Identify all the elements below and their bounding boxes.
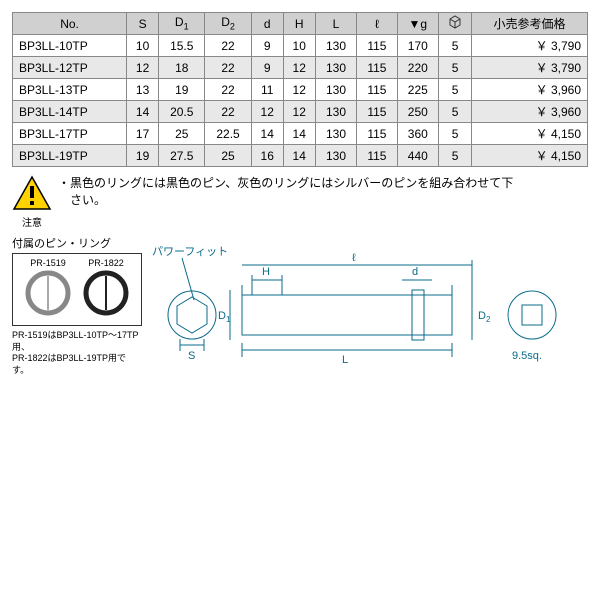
svg-text:D1: D1 [218,310,231,324]
svg-text:H: H [262,266,270,278]
svg-text:d: d [412,266,418,278]
table-row: BP3LL-13TP13192211121301152255￥ 3,960 [13,79,588,101]
table-row: BP3LL-19TP1927.52516141301154405￥ 4,150 [13,145,588,167]
warning-icon: 注意 [12,175,52,229]
table-body: BP3LL-10TP1015.5229101301151705￥ 3,790 B… [13,35,588,167]
col-s: S [127,13,159,35]
col-h: H [283,13,315,35]
col-d2: D2 [205,13,251,35]
svg-text:L: L [342,354,348,365]
table-row: BP3LL-14TP1420.52212121301152505￥ 3,960 [13,101,588,123]
col-no: No. [13,13,127,35]
col-g: ▼g [397,13,439,35]
pin-ring-title: 付属のピン・リング [12,235,142,251]
col-l: ℓ [357,13,397,35]
caution-label: 注意 [12,214,52,229]
power-fit-label: パワーフィット [152,245,228,258]
svg-text:ℓ: ℓ [352,252,356,264]
col-d: d [251,13,283,35]
table-row: BP3LL-12TP1218229121301152205￥ 3,790 [13,57,588,79]
svg-text:D2: D2 [478,310,491,324]
col-L: L [315,13,357,35]
table-row: BP3LL-17TP172522.514141301153605￥ 4,150 [13,123,588,145]
svg-text:9.5sq.: 9.5sq. [512,350,542,362]
technical-diagram: パワーフィット S D1 H d ℓ L D2 9.5sq. [152,235,588,377]
spec-table: No. S D1 D2 d H L ℓ ▼g 小売参考価格 BP3LL-10TP… [12,12,588,167]
pin-ring-section: 付属のピン・リング PR-1519 PR-1822 PR-1519はBP3LL-… [12,235,142,377]
diagram-area: 付属のピン・リング PR-1519 PR-1822 PR-1519はBP3LL-… [12,235,588,377]
pin-ring-box: PR-1519 PR-1822 [12,253,142,326]
col-price: 小売参考価格 [471,13,587,35]
pin-ring-note: PR-1519はBP3LL-10TP～17TP用、 PR-1822はBP3LL-… [12,330,142,377]
pin-ring-left: PR-1519 [23,258,73,321]
col-d1: D1 [159,13,205,35]
caution-text: ・黒色のリングには黒色のピン、灰色のリングにはシルバーのピンを組み合わせて下 さ… [58,175,513,209]
svg-text:S: S [188,350,195,362]
col-pkg [439,13,472,35]
table-row: BP3LL-10TP1015.5229101301151705￥ 3,790 [13,35,588,57]
caution-row: 注意 ・黒色のリングには黒色のピン、灰色のリングにはシルバーのピンを組み合わせて… [12,175,588,229]
pin-ring-right: PR-1822 [81,258,131,321]
